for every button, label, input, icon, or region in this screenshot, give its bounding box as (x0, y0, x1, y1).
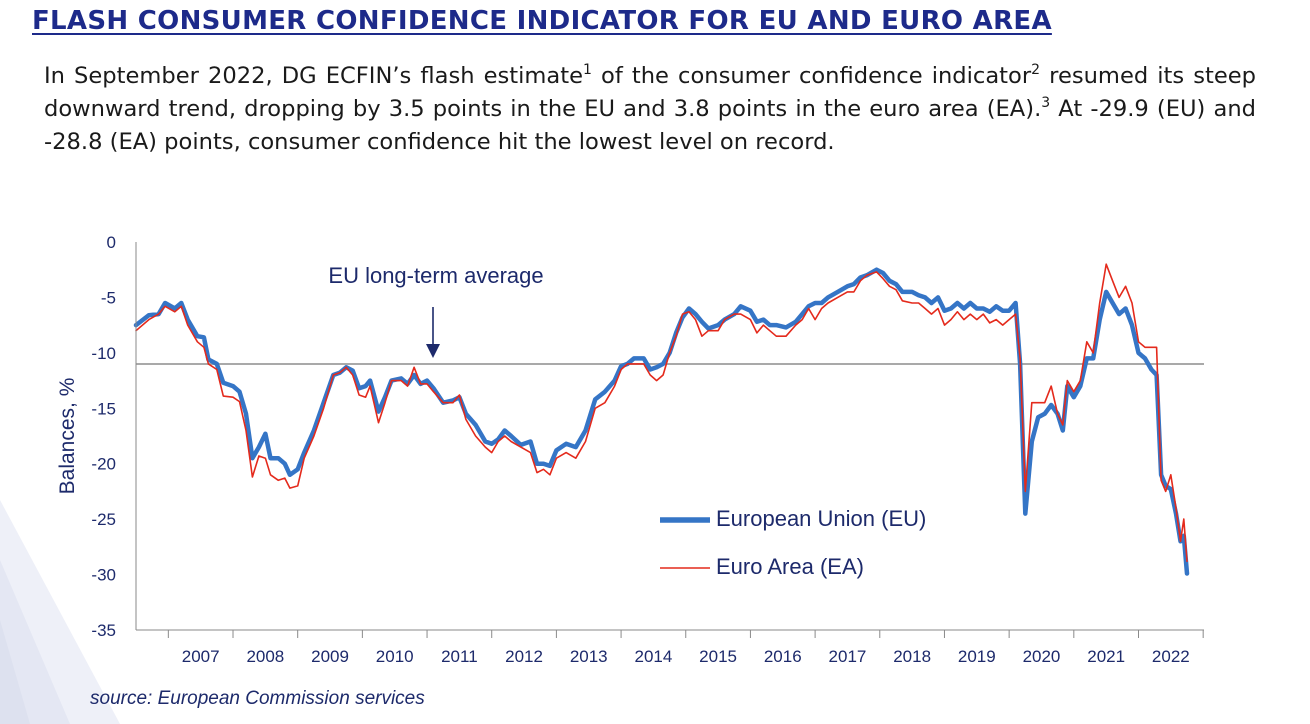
y-tick-label: -5 (101, 288, 116, 307)
x-tick-label: 2020 (1023, 647, 1061, 666)
x-tick-label: 2021 (1087, 647, 1125, 666)
paragraph-text-3: resumed its steep downward trend, droppi… (44, 63, 1257, 122)
x-tick-label: 2007 (182, 647, 220, 666)
annotation-arrow-head (426, 344, 440, 358)
y-axis-label: Balances, % (56, 378, 79, 495)
x-tick-label: 2012 (505, 647, 543, 666)
page-title: FLASH CONSUMER CONFIDENCE INDICATOR FOR … (32, 6, 1052, 36)
legend-item-ea-label: Euro Area (EA) (716, 554, 864, 579)
x-tick-label: 2018 (893, 647, 931, 666)
intro-paragraph: In September 2022, DG ECFIN’s flash esti… (44, 60, 1256, 159)
paragraph-text-4: At -29.9 (EU) and -28.8 (EA) points, con… (44, 96, 1256, 155)
footnote-ref-2: 2 (1031, 62, 1041, 78)
y-tick-label: -10 (91, 344, 116, 363)
ea-series-line (135, 263, 1188, 563)
x-tick-label: 2017 (829, 647, 867, 666)
x-tick-label: 2011 (441, 647, 478, 666)
y-tick-label: -35 (91, 621, 116, 640)
footnote-ref-3: 3 (1041, 95, 1051, 111)
x-tick-label: 2016 (764, 647, 802, 666)
y-tick-label: -15 (91, 399, 116, 418)
eu-series-line (133, 267, 1190, 576)
x-tick-label: 2009 (311, 647, 349, 666)
x-tick-label: 2014 (635, 647, 673, 666)
paragraph-text-1: In September 2022, DG ECFIN’s flash esti… (44, 63, 584, 89)
y-tick-label: 0 (107, 233, 116, 252)
x-tick-label: 2022 (1152, 647, 1190, 666)
long-term-average-annotation: EU long-term average (328, 263, 543, 288)
x-tick-label: 2008 (246, 647, 284, 666)
x-tick-label: 2010 (376, 647, 414, 666)
y-tick-label: -20 (91, 455, 116, 474)
x-tick-label: 2015 (699, 647, 737, 666)
source-note: source: European Commission services (90, 688, 425, 709)
x-tick-label: 2013 (570, 647, 608, 666)
paragraph-text-2: of the consumer confidence indicator (591, 63, 1032, 89)
footnote-ref-1: 1 (583, 62, 592, 78)
legend-item-eu-label: European Union (EU) (716, 506, 926, 531)
y-tick-label: -25 (91, 510, 116, 529)
x-tick-label: 2019 (958, 647, 996, 666)
y-tick-label: -30 (91, 566, 116, 585)
